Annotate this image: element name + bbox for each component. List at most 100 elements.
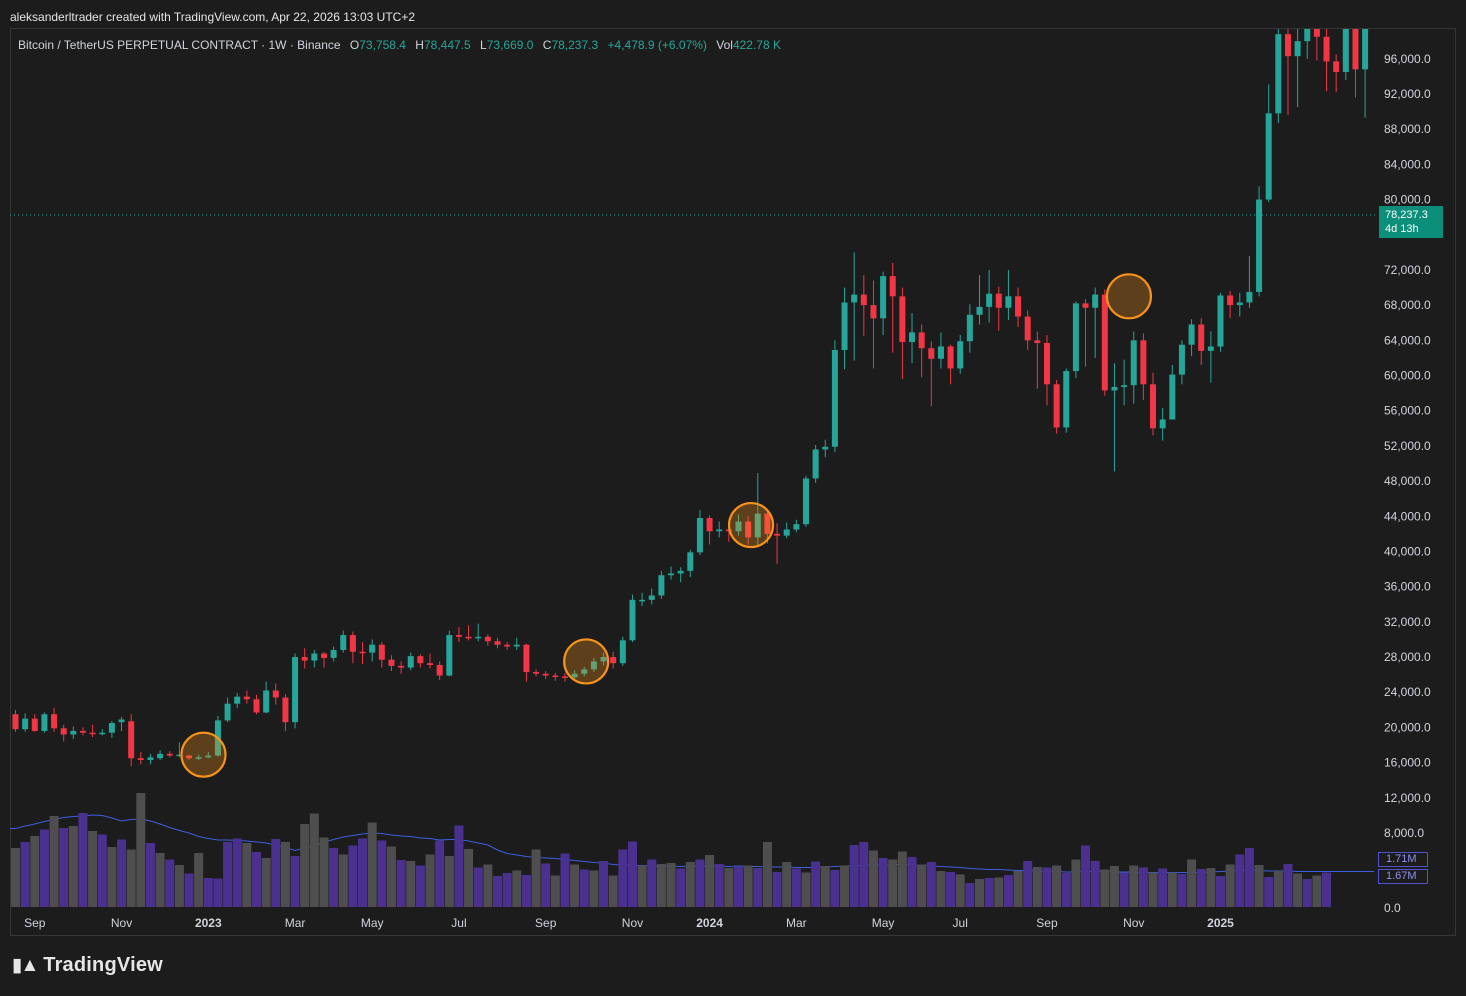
volume-bars [11, 793, 1332, 907]
candle [1304, 29, 1311, 59]
candle [1265, 84, 1272, 203]
volume-bar [560, 853, 570, 907]
volume-bar [396, 860, 406, 907]
candle-body [1323, 36, 1330, 62]
candle [253, 694, 260, 715]
volume-bar [541, 863, 551, 907]
candle-body [99, 732, 106, 735]
candle-body [561, 676, 568, 678]
volume-bar [695, 859, 705, 907]
candle-body [243, 696, 250, 700]
candle-body [610, 657, 617, 664]
volume-bar [435, 840, 445, 907]
volume-bar [1302, 879, 1312, 907]
candle [176, 742, 183, 758]
candle [108, 721, 115, 738]
volume-bar [811, 861, 821, 907]
candle [1323, 29, 1330, 92]
volume-bar [753, 868, 763, 907]
tradingview-logo-icon: ▮▲ [12, 955, 39, 976]
volume-bar [714, 864, 724, 907]
volume-bar [145, 843, 155, 907]
candle [860, 275, 867, 336]
candle [1313, 29, 1320, 61]
volume-bar [801, 872, 811, 907]
volume-bar [685, 862, 695, 907]
candle [677, 567, 684, 583]
price-tick-label: 68,000.0 [1384, 298, 1431, 312]
volume-bar [1254, 865, 1264, 907]
candle [1169, 364, 1176, 420]
candle-body [494, 641, 501, 645]
candle [706, 515, 713, 545]
candle-body [966, 314, 973, 342]
candle [137, 752, 144, 765]
volume-bar [1244, 848, 1254, 907]
candle-body [870, 305, 877, 319]
chart-frame [10, 28, 1456, 936]
price-tick-label: 48,000.0 [1384, 474, 1431, 488]
volume-bar [782, 862, 792, 907]
candle-body [340, 635, 347, 651]
candle-body [224, 703, 231, 721]
volume-bar [1013, 871, 1023, 907]
candle [918, 324, 925, 378]
candle [60, 724, 67, 742]
volume-bar [280, 842, 290, 907]
volume-bar [1148, 872, 1158, 907]
volume-label: Vol [716, 38, 733, 52]
candle [31, 714, 38, 732]
volume-bar [676, 868, 686, 907]
candle [1005, 269, 1012, 321]
time-tick-label: 2025 [1207, 916, 1234, 930]
volume-bar [290, 856, 300, 907]
time-tick-label: Sep [1036, 916, 1058, 930]
candle [1111, 363, 1118, 472]
volume-bar [338, 854, 348, 907]
volume-bar [213, 878, 223, 907]
candle [986, 269, 993, 323]
candle [1159, 408, 1166, 441]
candle-body [1111, 386, 1118, 391]
candle [783, 522, 790, 539]
candle-body [79, 730, 86, 733]
candle-body [745, 521, 752, 538]
candle [870, 280, 877, 369]
candle [484, 634, 491, 646]
candle-body [234, 696, 241, 704]
candle [12, 709, 19, 732]
candle [1034, 331, 1041, 389]
candle [648, 588, 655, 605]
tradingview-logo[interactable]: ▮▲ TradingView [12, 954, 163, 977]
volume-bar [464, 849, 474, 907]
volume-bar [20, 842, 30, 907]
candle [639, 592, 646, 607]
volume-bar [637, 865, 647, 907]
volume-bar [589, 870, 599, 907]
volume-bar [1003, 875, 1013, 907]
candle [388, 655, 395, 672]
candle [41, 712, 48, 733]
candle-body [41, 714, 48, 731]
volume-bar [1264, 877, 1274, 907]
volume-bar [415, 865, 425, 907]
volume-bar [367, 822, 377, 907]
candle [1294, 29, 1301, 108]
open-value: 73,758.4 [359, 38, 406, 52]
candle [70, 726, 77, 739]
highlight-circle [1105, 273, 1153, 320]
volume-bar [946, 872, 956, 907]
candle [716, 521, 723, 538]
volume-bar [1273, 871, 1283, 907]
candle [475, 623, 482, 642]
candle [561, 672, 568, 682]
candle [118, 716, 125, 731]
candle-body [986, 293, 993, 307]
volume-bar [550, 875, 560, 907]
candle-body [1275, 34, 1282, 114]
candle [1236, 292, 1243, 317]
candle-body [889, 276, 896, 297]
volume-bar [136, 793, 146, 907]
price-tick-label: 32,000.0 [1384, 615, 1431, 629]
